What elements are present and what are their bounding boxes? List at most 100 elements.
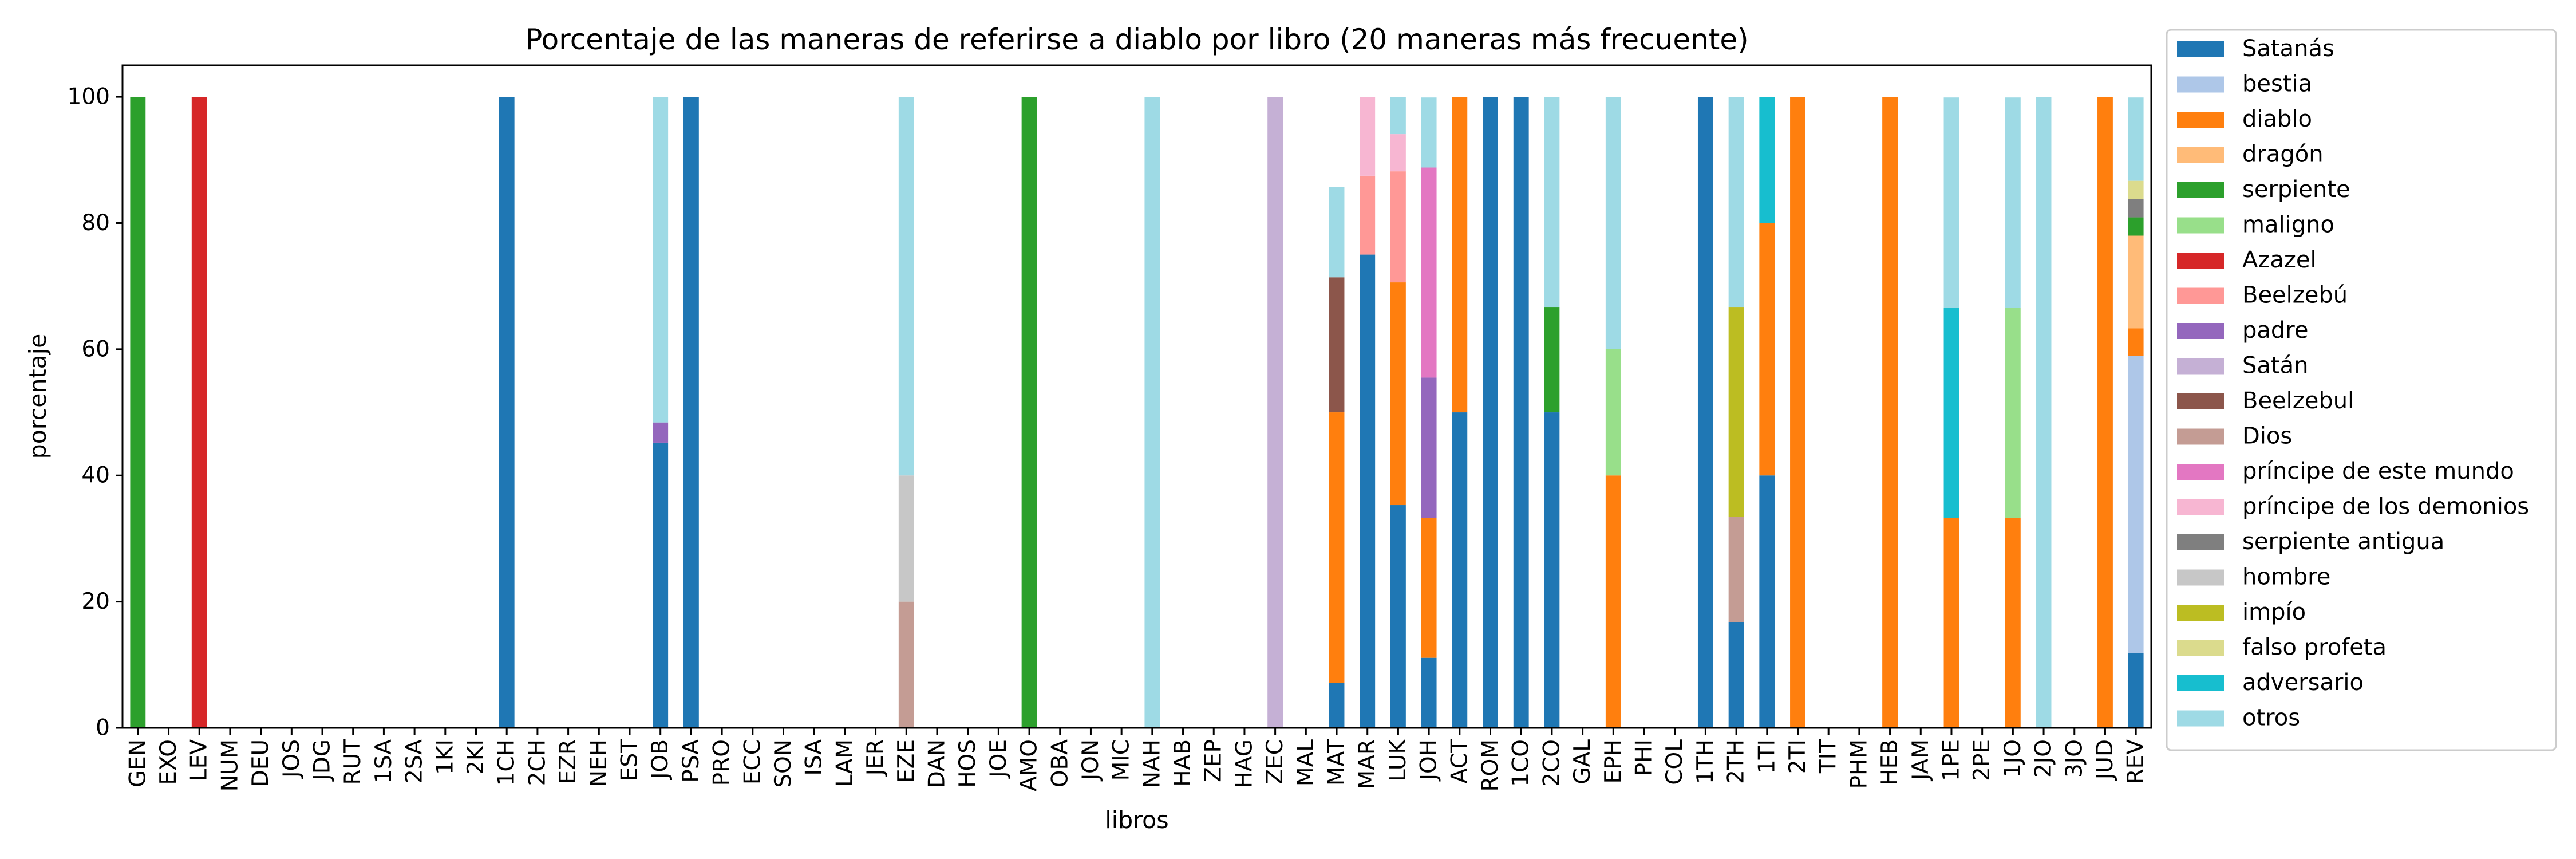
bar-joh-otros — [1421, 97, 1437, 168]
legend-label-dragon: dragón — [2242, 141, 2324, 168]
bar-1jo-maligno — [2005, 308, 2021, 518]
x-tick-label: OBA — [1047, 739, 1073, 787]
bar-rev-satanas — [2128, 653, 2144, 728]
x-tick-label: PSA — [678, 739, 704, 783]
x-tick-label: TIT — [1816, 739, 1842, 774]
legend-label-beelzebu: Beelzebú — [2242, 282, 2348, 309]
bar-1pe-adversario — [1943, 308, 1959, 518]
x-tick-label: JER — [863, 739, 888, 777]
legend-swatch-maligno — [2177, 217, 2224, 234]
x-tick-label: 1TI — [1754, 739, 1780, 774]
y-tick-label: 80 — [81, 210, 110, 236]
x-tick-label: EPH — [1601, 739, 1626, 784]
x-tick-label: 2TH — [1724, 739, 1749, 784]
x-tick-label: 1JO — [2000, 739, 2026, 778]
bar-joh-satanas — [1421, 657, 1437, 728]
x-tick-label: NEH — [586, 739, 612, 787]
bar-joh-diablo — [1421, 518, 1437, 658]
x-tick-label: DEU — [248, 739, 274, 787]
x-tick-label: MAL — [1293, 739, 1319, 786]
x-tick-label: JOB — [647, 739, 673, 781]
legend-swatch-serpiente — [2177, 182, 2224, 198]
x-tick-label: HAG — [1231, 739, 1257, 789]
x-tick-label: 1SA — [371, 739, 397, 783]
bar-rev-bestia — [2128, 356, 2144, 653]
bar-eze-otros — [898, 97, 914, 476]
legend-label-serpiente-antigua: serpiente antigua — [2242, 529, 2444, 555]
y-tick-label: 100 — [68, 84, 110, 110]
x-tick-label: LAM — [832, 739, 858, 787]
bar-gen-serpiente — [130, 97, 146, 728]
bar-1co-satanas — [1513, 97, 1529, 728]
x-tick-label: EZE — [894, 739, 919, 783]
legend-swatch-dragon — [2177, 147, 2224, 163]
legend-swatch-principe-de-este-mundo — [2177, 464, 2224, 480]
bar-lev-azazel — [191, 97, 207, 728]
legend-swatch-satanas — [2177, 41, 2224, 57]
legend-swatch-dios — [2177, 428, 2224, 445]
x-tick-label: EZR — [555, 739, 581, 784]
bar-job-otros — [653, 97, 669, 423]
bar-heb-diablo — [1882, 97, 1898, 728]
x-tick-label: ROM — [1477, 739, 1503, 791]
x-axis-ticks: GEN EXO LEV NUM DEU JOS JDG RUT 1SA 2SA 1KI 2KI 1CH 2… — [125, 728, 2149, 791]
bar-1jo-otros — [2005, 97, 2021, 308]
legend-swatch-falso-profeta — [2177, 640, 2224, 656]
bar-rev-diablo — [2128, 328, 2144, 356]
bar-2th-impio — [1728, 307, 1744, 517]
bar-rev-dragon — [2128, 235, 2144, 329]
x-tick-label: JOE — [986, 739, 1012, 779]
bar-luk-principe-de-los-demonios — [1390, 134, 1406, 172]
x-tick-label: ECC — [740, 739, 765, 785]
x-tick-label: 1TH — [1693, 739, 1718, 784]
legend-label-padre: padre — [2242, 317, 2308, 344]
legend-label-adversario: adversario — [2242, 669, 2364, 696]
x-tick-label: COL — [1662, 739, 1688, 785]
x-tick-label: GAL — [1570, 739, 1595, 785]
y-tick-label: 0 — [96, 715, 110, 741]
x-tick-label: 1KI — [432, 739, 458, 775]
bar-2jo-otros — [2036, 97, 2052, 728]
legend-swatch-satan — [2177, 358, 2224, 375]
x-tick-label: 2KI — [463, 739, 489, 775]
legend-label-falso-profeta: falso profeta — [2242, 635, 2387, 661]
legend: Satanás bestia diablo dragón serpiente malign… — [2166, 29, 2557, 751]
y-tick-label: 20 — [81, 589, 110, 614]
bar-amo-serpiente — [1021, 97, 1037, 728]
bar-joh-padre — [1421, 377, 1437, 518]
bar-2th-dios — [1728, 517, 1744, 622]
bar-1ch-satanas — [499, 97, 515, 728]
x-tick-label: LEV — [187, 739, 212, 781]
bar-1ti-satanas — [1759, 475, 1775, 728]
bar-act-diablo — [1452, 97, 1468, 413]
bar-luk-beelzebu — [1390, 171, 1406, 283]
bar-job-padre — [653, 422, 669, 443]
legend-swatch-adversario — [2177, 675, 2224, 691]
x-tick-label: ZEC — [1262, 739, 1288, 785]
x-tick-label: REV — [2123, 739, 2149, 785]
bar-mar-beelzebu — [1360, 175, 1376, 255]
bar-eph-maligno — [1605, 349, 1621, 476]
legend-label-satan: Satán — [2242, 353, 2308, 379]
x-tick-label: PRO — [709, 739, 735, 786]
x-tick-label: HOS — [955, 739, 981, 788]
x-tick-label: 2SA — [402, 739, 428, 783]
x-axis-title: libros — [1105, 806, 1168, 834]
y-tick-label: 60 — [81, 336, 110, 362]
bar-1pe-otros — [1943, 97, 1959, 308]
bar-rev-otros — [2128, 97, 2144, 181]
bar-rev-falso-profeta — [2128, 180, 2144, 199]
bar-joh-principe-de-este-mundo — [1421, 167, 1437, 378]
x-tick-label: PHM — [1846, 739, 1872, 789]
x-tick-label: JDG — [310, 739, 335, 782]
bar-2th-otros — [1728, 97, 1744, 308]
x-tick-label: LUK — [1385, 739, 1411, 782]
legend-swatch-serpiente-antigua — [2177, 534, 2224, 550]
bar-mat-otros — [1329, 187, 1345, 278]
legend-label-diablo: diablo — [2242, 106, 2312, 132]
x-tick-label: 1CH — [494, 739, 520, 786]
x-tick-label: DAN — [924, 739, 950, 788]
bar-nah-otros — [1144, 97, 1160, 728]
legend-label-maligno: maligno — [2242, 212, 2334, 238]
